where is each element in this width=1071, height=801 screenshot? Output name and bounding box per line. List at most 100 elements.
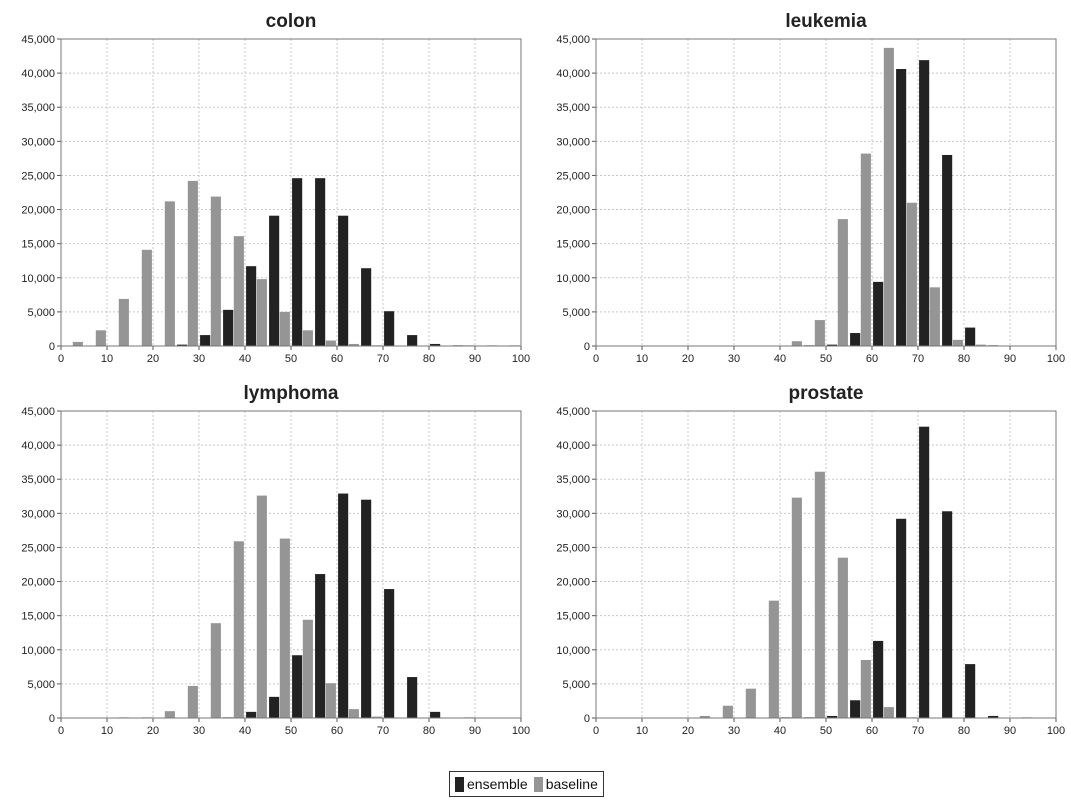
x-tick-label: 10 bbox=[636, 725, 648, 737]
bar-ensemble bbox=[988, 715, 999, 718]
x-tick-label: 40 bbox=[239, 725, 251, 737]
bar-ensemble bbox=[361, 268, 372, 346]
bar-baseline bbox=[187, 180, 198, 346]
bar-ensemble bbox=[361, 499, 372, 718]
legend-label-baseline: baseline bbox=[545, 776, 598, 792]
x-tick-label: 30 bbox=[728, 725, 740, 737]
y-tick-label: 10,000 bbox=[556, 645, 590, 657]
x-tick-label: 70 bbox=[377, 353, 389, 365]
x-tick-label: 70 bbox=[912, 353, 924, 365]
bar-baseline bbox=[302, 619, 313, 718]
plot-frame bbox=[60, 410, 522, 719]
y-tick-label: 0 bbox=[49, 341, 55, 353]
bar-baseline bbox=[72, 341, 83, 346]
y-tick-label: 45,000 bbox=[556, 406, 590, 418]
y-tick-label: 25,000 bbox=[556, 170, 590, 182]
bar-ensemble bbox=[827, 715, 838, 718]
bar-baseline bbox=[210, 623, 221, 718]
y-tick-label: 25,000 bbox=[556, 542, 590, 554]
y-tick-label: 5,000 bbox=[27, 679, 55, 691]
y-tick-label: 45,000 bbox=[21, 406, 55, 418]
bar-ensemble bbox=[292, 178, 303, 346]
chart-panel-prostate: 0 5,000 10,000 15,000 20,000 25,000 30,000 35,0… bbox=[556, 383, 1065, 737]
bar-ensemble bbox=[246, 266, 257, 346]
bar-ensemble bbox=[919, 426, 930, 718]
bar-ensemble bbox=[315, 178, 326, 346]
x-tick-label: 0 bbox=[593, 725, 599, 737]
legend-swatch-baseline bbox=[533, 776, 543, 792]
y-tick-label: 0 bbox=[584, 713, 590, 725]
y-tick-label: 40,000 bbox=[21, 440, 55, 452]
y-tick-label: 0 bbox=[584, 341, 590, 353]
bar-baseline bbox=[814, 320, 825, 346]
x-tick-label: 30 bbox=[728, 353, 740, 365]
y-tick-label: 25,000 bbox=[21, 170, 55, 182]
y-tick-label: 25,000 bbox=[21, 542, 55, 554]
y-tick-label: 15,000 bbox=[21, 611, 55, 623]
chart-title: prostate bbox=[789, 383, 864, 404]
x-tick-label: 60 bbox=[866, 353, 878, 365]
x-tick-label: 100 bbox=[1047, 353, 1065, 365]
x-tick-label: 0 bbox=[593, 353, 599, 365]
bar-ensemble bbox=[384, 311, 395, 346]
bar-ensemble bbox=[873, 281, 884, 346]
bar-ensemble bbox=[269, 215, 280, 346]
x-tick-label: 40 bbox=[774, 353, 786, 365]
x-tick-label: 40 bbox=[774, 725, 786, 737]
bar-ensemble bbox=[942, 154, 953, 346]
bar-baseline bbox=[952, 339, 963, 346]
bar-baseline bbox=[906, 202, 917, 346]
y-tick-label: 45,000 bbox=[21, 34, 55, 46]
y-tick-label: 10,000 bbox=[21, 645, 55, 657]
y-tick-label: 40,000 bbox=[556, 68, 590, 80]
bar-ensemble bbox=[223, 309, 234, 346]
x-tick-label: 20 bbox=[147, 725, 159, 737]
y-tick-label: 30,000 bbox=[21, 508, 55, 520]
bar-baseline bbox=[768, 600, 779, 718]
y-tick-label: 30,000 bbox=[556, 508, 590, 520]
x-tick-label: 100 bbox=[1047, 725, 1065, 737]
legend-item-baseline: baseline bbox=[533, 776, 598, 792]
x-tick-label: 30 bbox=[193, 725, 205, 737]
y-tick-label: 30,000 bbox=[21, 136, 55, 148]
y-tick-label: 15,000 bbox=[556, 611, 590, 623]
plot-frame bbox=[60, 38, 522, 347]
y-tick-label: 10,000 bbox=[556, 273, 590, 285]
bar-baseline bbox=[791, 497, 802, 718]
x-tick-label: 90 bbox=[1004, 353, 1016, 365]
y-tick-label: 5,000 bbox=[562, 307, 590, 319]
bar-baseline bbox=[837, 557, 848, 718]
y-tick-label: 5,000 bbox=[27, 307, 55, 319]
y-tick-label: 35,000 bbox=[21, 474, 55, 486]
y-tick-label: 45,000 bbox=[556, 34, 590, 46]
x-tick-label: 90 bbox=[469, 353, 481, 365]
bar-baseline bbox=[279, 538, 290, 718]
y-tick-label: 20,000 bbox=[556, 205, 590, 217]
bar-baseline bbox=[348, 343, 359, 346]
bar-ensemble bbox=[430, 343, 441, 346]
bar-baseline bbox=[371, 716, 382, 718]
y-tick-label: 20,000 bbox=[21, 205, 55, 217]
y-tick-label: 10,000 bbox=[21, 273, 55, 285]
bar-baseline bbox=[187, 685, 198, 718]
bar-baseline bbox=[348, 709, 359, 718]
bar-baseline bbox=[141, 249, 152, 346]
x-tick-label: 100 bbox=[512, 725, 530, 737]
plot-frame bbox=[595, 410, 1057, 719]
y-tick-label: 30,000 bbox=[556, 136, 590, 148]
bar-baseline bbox=[279, 311, 290, 346]
bar-ensemble bbox=[292, 655, 303, 718]
bar-baseline bbox=[791, 341, 802, 346]
bar-baseline bbox=[745, 688, 756, 718]
x-tick-label: 80 bbox=[423, 725, 435, 737]
x-tick-label: 80 bbox=[958, 353, 970, 365]
chart-title: colon bbox=[266, 11, 317, 32]
bar-ensemble bbox=[200, 335, 211, 346]
x-tick-label: 20 bbox=[147, 353, 159, 365]
bar-baseline bbox=[699, 715, 710, 718]
x-tick-label: 100 bbox=[512, 353, 530, 365]
bar-ensemble bbox=[896, 69, 907, 347]
y-tick-label: 35,000 bbox=[556, 102, 590, 114]
x-tick-label: 80 bbox=[958, 725, 970, 737]
